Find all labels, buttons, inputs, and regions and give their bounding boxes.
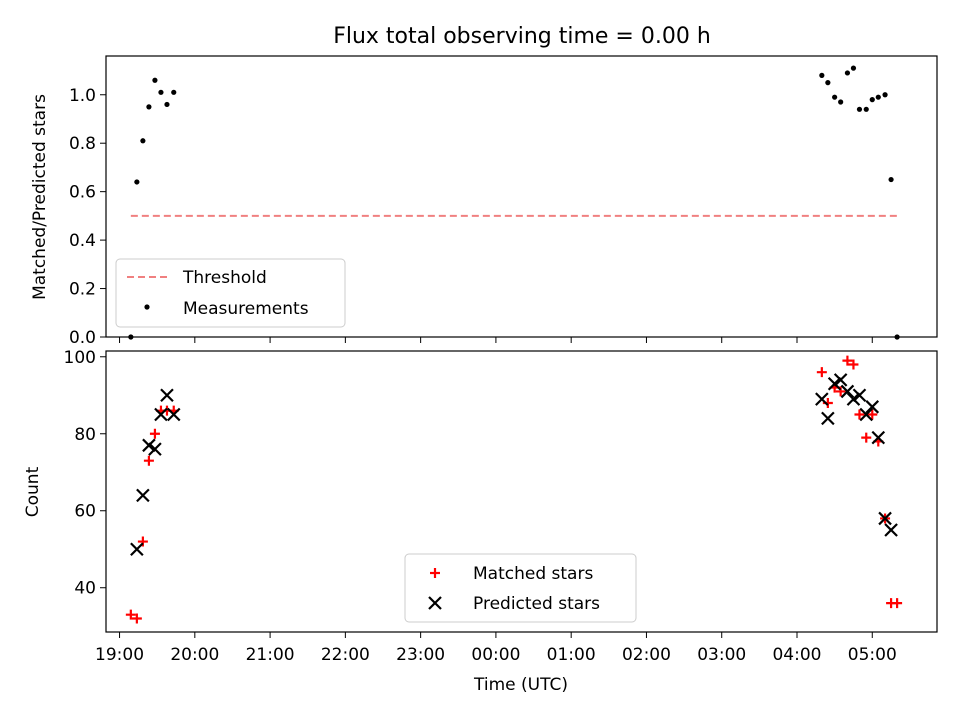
top-plot-frame <box>105 55 938 338</box>
measurement-point <box>844 70 851 76</box>
bottom-legend: Matched stars Predicted stars <box>404 553 637 623</box>
predicted-star-point <box>166 407 181 422</box>
bottom-x-ticks: 19:00 20:00 21:00 22:00 23:00 00:00 01:00 02:00… <box>95 632 897 665</box>
bottom-y-axis-label: Count <box>23 466 43 517</box>
legend-measurements-swatch <box>144 304 150 310</box>
predicted-star-point <box>821 411 835 426</box>
top-y-tick-label: 1.0 <box>69 86 96 106</box>
top-plot-area <box>128 65 900 340</box>
predicted-star-point <box>859 407 874 422</box>
x-tick-label: 03:00 <box>697 645 746 665</box>
matched-star-point <box>137 536 148 547</box>
measurement-point <box>875 94 881 100</box>
top-x-ticks <box>119 337 873 343</box>
predicted-star-point <box>840 384 855 399</box>
matched-star-point <box>848 359 859 370</box>
bottom-x-axis-label: Time (UTC) <box>473 675 568 695</box>
matched-star-point <box>125 609 136 620</box>
x-tick-label: 23:00 <box>396 645 445 665</box>
matched-star-point <box>816 367 827 378</box>
bottom-plot-frame <box>105 350 938 633</box>
measurement-point <box>869 97 875 103</box>
bottom-y-ticks: 40 60 80 100 <box>64 348 106 599</box>
predicted-star-point <box>154 407 168 422</box>
legend-predicted-swatch <box>428 596 442 610</box>
predicted-star-point <box>865 400 880 414</box>
measurement-point <box>850 65 857 71</box>
measurement-point <box>819 72 825 78</box>
top-y-tick-label: 0.8 <box>69 134 96 154</box>
measurement-point <box>838 99 844 105</box>
top-legend: Threshold Measurements <box>115 258 346 328</box>
matched-star-point <box>867 409 878 420</box>
predicted-star-point <box>160 388 174 403</box>
top-legend-box <box>115 258 346 328</box>
bottom-panel: 40 60 80 100 19:00 20:00 21:00 22:00 23:00 00:00… <box>23 348 938 695</box>
x-tick-label: 02:00 <box>622 645 671 665</box>
measurement-point <box>134 179 140 185</box>
measurement-point <box>832 94 838 100</box>
predicted-star-point <box>827 376 842 391</box>
x-tick-label: 22:00 <box>321 645 370 665</box>
top-y-tick-label: 0.6 <box>69 183 96 203</box>
x-tick-label: 20:00 <box>170 645 219 665</box>
predicted-star-point <box>815 392 829 406</box>
top-panel: 0.0 0.2 0.4 0.6 0.8 1.0 Matched/Predicted sta… <box>30 55 938 348</box>
legend-predicted-label: Predicted stars <box>473 594 600 614</box>
top-y-tick-label: 0.4 <box>69 231 96 251</box>
top-y-tick-label: 0.0 <box>69 328 96 348</box>
top-y-ticks: 0.0 0.2 0.4 0.6 0.8 1.0 <box>69 86 106 348</box>
x-tick-label: 04:00 <box>772 645 821 665</box>
predicted-star-point <box>130 542 144 557</box>
predicted-star-point <box>884 523 898 537</box>
predicted-star-point <box>871 430 886 445</box>
legend-threshold-label: Threshold <box>182 268 267 288</box>
measurement-point <box>158 89 164 95</box>
top-y-axis-label: Matched/Predicted stars <box>30 94 50 300</box>
measurement-point <box>164 101 170 108</box>
matched-star-point <box>149 428 160 439</box>
measurement-point <box>856 106 863 112</box>
predicted-star-point <box>833 373 848 387</box>
predicted-star-point <box>148 442 162 456</box>
measurement-point <box>140 138 146 144</box>
predicted-star-point <box>852 388 867 403</box>
legend-measurements-label: Measurements <box>183 299 309 319</box>
matched-star-point <box>861 432 872 443</box>
x-tick-label: 01:00 <box>547 645 596 665</box>
x-tick-label: 05:00 <box>848 645 897 665</box>
matched-star-point <box>131 613 142 624</box>
x-tick-label: 00:00 <box>471 645 520 665</box>
measurement-point <box>825 80 831 86</box>
bottom-legend-box <box>404 553 637 623</box>
measurement-point <box>146 104 152 110</box>
matched-star-point <box>892 598 903 609</box>
chart-title: Flux total observing time = 0.00 h <box>333 24 711 49</box>
measurement-point <box>888 176 894 183</box>
bottom-y-tick-label: 80 <box>74 425 96 445</box>
matched-star-point <box>842 355 853 366</box>
measurement-point <box>152 77 158 83</box>
matched-star-point <box>143 455 154 466</box>
bottom-y-tick-label: 60 <box>74 502 96 522</box>
matched-star-point <box>835 386 846 397</box>
predicted-star-point <box>878 511 892 526</box>
legend-matched-label: Matched stars <box>473 564 593 584</box>
top-y-tick-label: 0.2 <box>69 280 96 300</box>
measurement-point <box>863 106 869 112</box>
predicted-star-point <box>142 438 156 453</box>
bottom-y-tick-label: 40 <box>74 579 96 599</box>
predicted-star-point <box>846 392 861 406</box>
matched-star-point <box>854 409 865 420</box>
x-tick-label: 21:00 <box>246 645 295 665</box>
bottom-y-tick-label: 100 <box>64 348 96 368</box>
measurement-point <box>171 89 177 95</box>
legend-matched-swatch <box>430 568 440 578</box>
predicted-star-point <box>136 488 150 503</box>
bottom-plot-area <box>125 355 903 624</box>
measurement-point <box>882 92 888 98</box>
x-tick-label: 19:00 <box>95 645 144 665</box>
